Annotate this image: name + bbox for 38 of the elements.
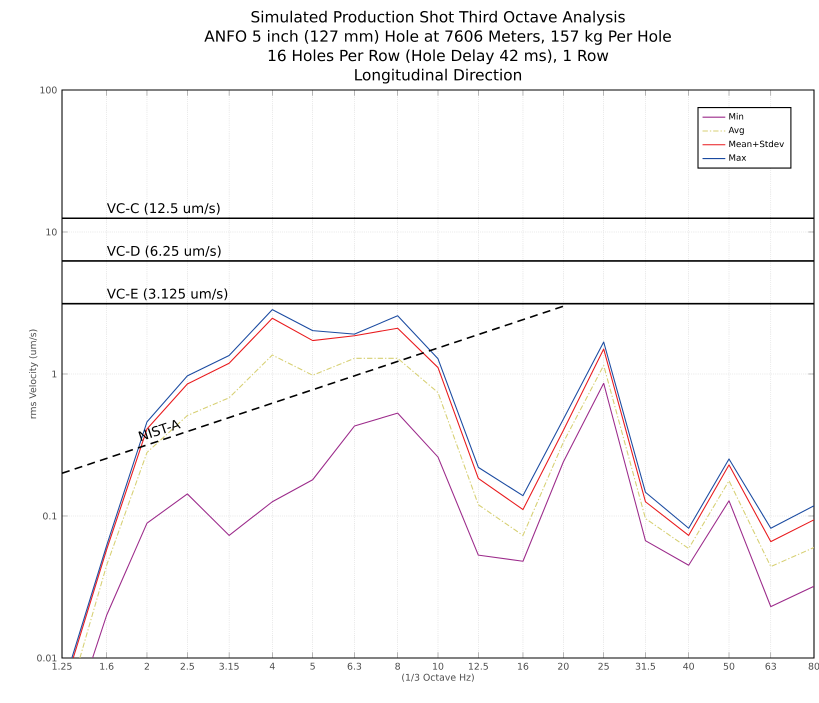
x-tick-label: 4 bbox=[270, 662, 275, 670]
x-tick-label: 1.6 bbox=[100, 662, 114, 670]
x-tick-label: 40 bbox=[683, 662, 694, 670]
x-tick-label: 3.15 bbox=[219, 662, 239, 670]
legend-label: Avg bbox=[728, 126, 744, 135]
x-tick-label: 31.5 bbox=[636, 662, 656, 670]
text: Simulated Production Shot Third Octave Analysis bbox=[252, 10, 625, 26]
x-tick-label: 20 bbox=[558, 662, 569, 670]
y-axis-title: rms Velocity (um/s) bbox=[28, 330, 38, 418]
x-tick-label: 10 bbox=[433, 662, 444, 670]
y-tick-label: 100 bbox=[40, 86, 57, 94]
x-tick-label: 25 bbox=[598, 662, 609, 670]
x-tick-label: 2.5 bbox=[180, 662, 194, 670]
legend-label: Min bbox=[729, 112, 744, 120]
x-tick-label: 5 bbox=[310, 662, 315, 670]
x-tick-label: 1.25 bbox=[52, 662, 72, 670]
text: Longitudinal Direction bbox=[355, 68, 522, 84]
x-tick-label: 63 bbox=[765, 662, 776, 670]
legend-label: Max bbox=[729, 154, 746, 161]
x-axis-title: (1/3 Octave Hz) bbox=[402, 674, 474, 682]
text: ANFO 5 inch (127 mm) Hole at 7606 Meters, 157 kg Per Hole bbox=[204, 30, 671, 45]
x-tick-label: 80 bbox=[808, 662, 819, 670]
ref-line-label: VC-C (12.5 um/s) bbox=[106, 202, 220, 215]
x-tick-label: 6.3 bbox=[348, 662, 362, 670]
y-tick-label: 0.1 bbox=[43, 512, 56, 520]
text: NIST-A bbox=[138, 420, 181, 442]
ref-line-label: VC-D (6.25 um/s) bbox=[106, 246, 221, 258]
y-tick-label: 1 bbox=[52, 370, 56, 378]
y-tick-label: 10 bbox=[46, 228, 57, 236]
x-tick-label: 2 bbox=[144, 662, 150, 670]
legend-label: Mean+Stdev bbox=[729, 140, 784, 148]
x-tick-label: 12.5 bbox=[468, 662, 488, 670]
y-tick-label: 0.01 bbox=[37, 654, 56, 662]
text: 16 Holes Per Row (Hole Delay 42 ms), 1 Row bbox=[268, 49, 608, 64]
x-tick-label: 16 bbox=[518, 662, 528, 670]
x-tick-label: 8 bbox=[395, 662, 400, 670]
ref-line-label: VC-E (3.125 um/s) bbox=[106, 288, 228, 300]
x-tick-label: 50 bbox=[724, 662, 734, 670]
